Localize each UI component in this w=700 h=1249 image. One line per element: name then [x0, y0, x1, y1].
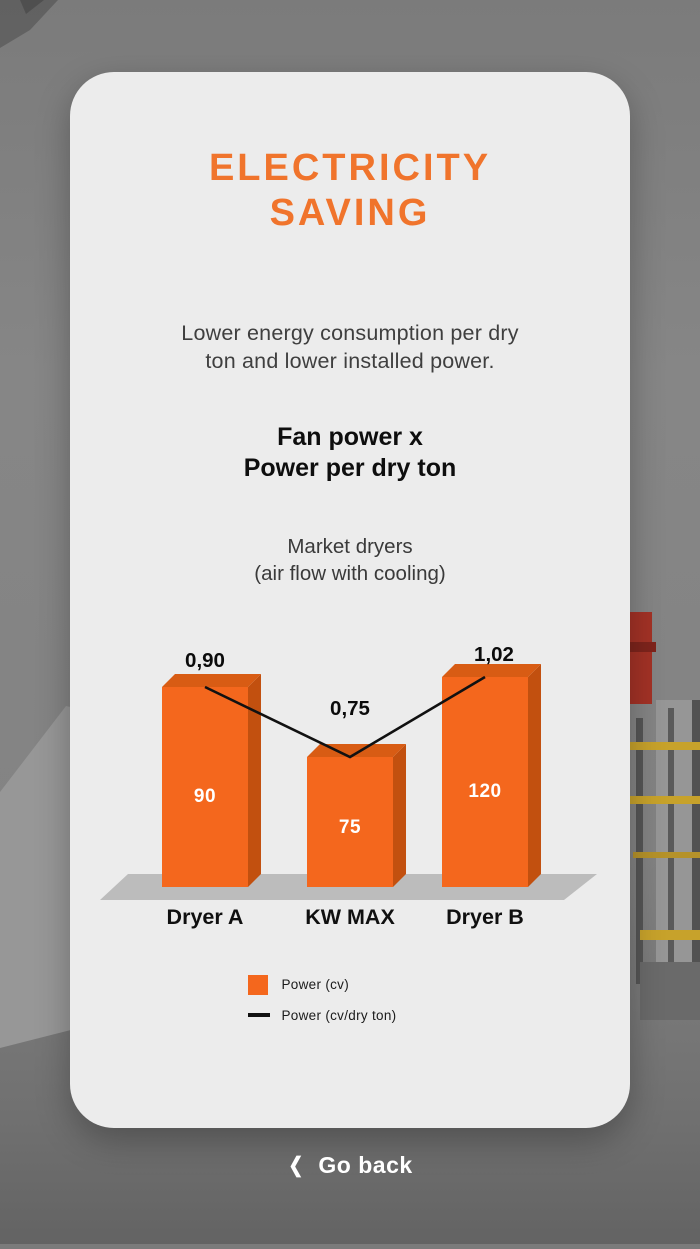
line-value-1: 0,75	[330, 696, 370, 720]
bar-value-1: 75	[338, 817, 362, 839]
page-title-line2: SAVING	[269, 191, 431, 234]
bar-chart: 90 75 120 0,90 0,75 1,02 Dryer A KW MAX …	[100, 629, 600, 941]
legend-item-power-per-ton: Power (cv/dry ton)	[247, 1007, 453, 1023]
go-back-button[interactable]: ❮ Go back	[287, 1152, 413, 1179]
category-label-1: KW MAX	[305, 904, 395, 929]
category-label-2: Dryer B	[446, 904, 524, 929]
info-card: ELECTRICITY SAVING Lower energy consumpt…	[70, 72, 630, 1128]
chart-subheading: Market dryers (air flow with cooling)	[70, 533, 630, 587]
page-title-line1: ELECTRICITY	[208, 147, 492, 189]
chart-legend: Power (cv) Power (cv/dry ton)	[247, 974, 453, 1023]
category-label-0: Dryer A	[166, 904, 244, 929]
line-value-0: 0,90	[185, 648, 225, 672]
chart-heading: Fan power x Power per dry ton	[70, 422, 630, 485]
go-back-label: Go back	[318, 1152, 413, 1178]
chart-heading-line2: Power per dry ton	[243, 454, 457, 483]
legend-line-label: Power (cv/dry ton)	[281, 1007, 397, 1023]
page-title: ELECTRICITY SAVING	[70, 146, 630, 236]
intro-line2: ton and lower installed power.	[205, 348, 495, 373]
line-value-2: 1,02	[474, 642, 514, 666]
legend-line-swatch-icon	[247, 1013, 270, 1017]
footer: ❮ Go back	[0, 1152, 700, 1179]
chart-subheading-line1: Market dryers	[287, 534, 413, 558]
legend-bar-label: Power (cv)	[281, 977, 350, 993]
bar-value-2: 120	[468, 781, 502, 803]
bar-value-0: 90	[193, 785, 217, 807]
legend-bar-swatch-icon	[247, 974, 268, 995]
chevron-left-icon: ❮	[288, 1154, 305, 1177]
intro-text: Lower energy consumption per dry ton and…	[70, 320, 630, 376]
chart-canvas	[100, 663, 597, 900]
intro-line1: Lower energy consumption per dry	[181, 320, 519, 345]
legend-item-power: Power (cv)	[247, 974, 453, 995]
chart-subheading-line2: (air flow with cooling)	[254, 561, 446, 585]
chart-heading-line1: Fan power x	[277, 422, 423, 451]
